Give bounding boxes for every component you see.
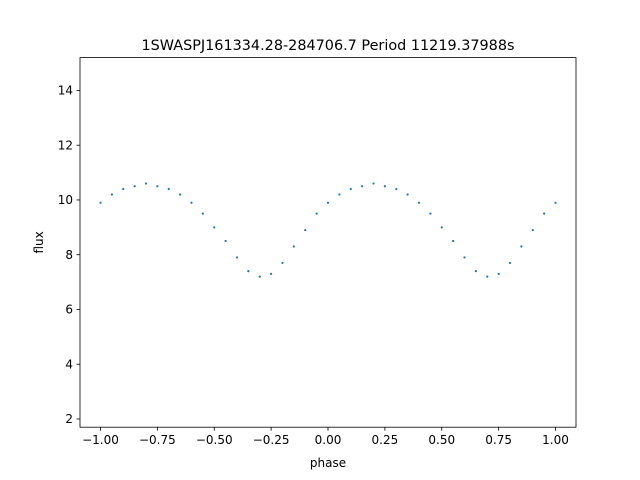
y-axis-label: flux: [32, 231, 46, 253]
data-point: [429, 212, 432, 215]
data-point: [270, 272, 273, 275]
data-point: [486, 275, 489, 278]
data-point: [99, 201, 102, 204]
data-point: [531, 228, 534, 232]
data-point: [156, 185, 159, 188]
data-point: [133, 185, 136, 188]
data-point: [224, 239, 227, 243]
data-point: [361, 185, 364, 188]
data-point: [417, 201, 421, 204]
data-point: [349, 187, 352, 191]
data-point: [304, 228, 307, 232]
y-tick-label: 10: [58, 193, 73, 207]
data-point: [213, 226, 216, 229]
data-point: [190, 201, 193, 204]
data-point: [372, 182, 375, 185]
data-point: [463, 256, 466, 259]
data-point: [338, 193, 341, 196]
data-point: [281, 261, 284, 265]
x-tick-label: 1.00: [542, 433, 569, 447]
data-point: [167, 187, 170, 191]
data-point: [258, 275, 261, 278]
data-point: [247, 270, 250, 273]
data-point: [383, 185, 386, 188]
y-tick-label: 2: [65, 412, 73, 426]
data-points: [99, 182, 557, 278]
y-tick-label: 6: [65, 303, 73, 317]
y-axis: 2 4 6 8 10 12 14: [58, 84, 80, 426]
x-axis: −1.00 −0.75 −0.50 −0.25 0.00 0.25 0.50 0.75 1.00: [82, 427, 569, 447]
data-point: [406, 193, 409, 196]
y-tick-label: 4: [65, 357, 73, 371]
data-point: [292, 245, 295, 248]
data-point: [440, 226, 443, 229]
data-point: [395, 187, 398, 191]
data-point: [543, 212, 546, 215]
data-point: [144, 182, 148, 185]
chart-title: 1SWASPJ161334.28-284706.7 Period 11219.3…: [142, 38, 515, 54]
x-tick-label: 0.75: [485, 433, 512, 447]
data-point: [235, 256, 239, 259]
x-tick-label: 0.50: [428, 433, 455, 447]
data-point: [201, 212, 204, 215]
data-point: [497, 272, 500, 275]
data-point: [508, 261, 512, 265]
x-tick-label: −1.00: [82, 433, 119, 447]
x-tick-label: −0.50: [196, 433, 233, 447]
data-point: [554, 201, 557, 204]
x-tick-label: 0.25: [372, 433, 399, 447]
data-point: [179, 193, 182, 196]
data-point: [315, 212, 318, 215]
data-point: [520, 245, 523, 248]
data-point: [452, 239, 455, 243]
x-tick-label: −0.25: [253, 433, 290, 447]
data-point: [110, 193, 113, 196]
x-tick-label: −0.75: [139, 433, 176, 447]
data-point: [122, 187, 125, 191]
x-tick-label: 0.00: [315, 433, 342, 447]
y-tick-label: 12: [58, 138, 73, 152]
y-tick-label: 8: [65, 248, 73, 262]
y-tick-label: 14: [58, 84, 73, 98]
x-axis-label: phase: [310, 456, 346, 470]
data-point: [326, 201, 330, 204]
data-point: [474, 270, 477, 273]
